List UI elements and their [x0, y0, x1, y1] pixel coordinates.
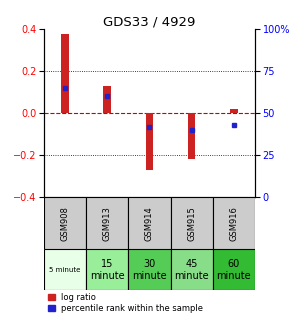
Text: GSM908: GSM908: [61, 206, 69, 241]
Bar: [146, 113, 153, 170]
Bar: [61, 34, 69, 113]
Text: 15
minute: 15 minute: [90, 259, 125, 281]
Text: GSM913: GSM913: [103, 206, 112, 241]
Text: 60
minute: 60 minute: [217, 259, 251, 281]
Bar: [86, 249, 128, 290]
Bar: [44, 249, 86, 290]
Title: GDS33 / 4929: GDS33 / 4929: [103, 15, 196, 28]
Bar: [171, 197, 213, 249]
Text: 5 minute: 5 minute: [49, 267, 81, 273]
Bar: [128, 197, 171, 249]
Bar: [171, 249, 213, 290]
Bar: [188, 113, 195, 159]
Bar: [128, 249, 171, 290]
Text: GSM915: GSM915: [187, 206, 196, 241]
Bar: [213, 197, 255, 249]
Text: 30
minute: 30 minute: [132, 259, 167, 281]
Text: GSM914: GSM914: [145, 206, 154, 241]
Bar: [230, 109, 238, 113]
Text: 45
minute: 45 minute: [174, 259, 209, 281]
Text: GSM916: GSM916: [229, 206, 238, 241]
Bar: [103, 86, 111, 113]
Bar: [44, 197, 86, 249]
Legend: log ratio, percentile rank within the sample: log ratio, percentile rank within the sa…: [48, 293, 203, 313]
Bar: [86, 197, 128, 249]
Bar: [213, 249, 255, 290]
